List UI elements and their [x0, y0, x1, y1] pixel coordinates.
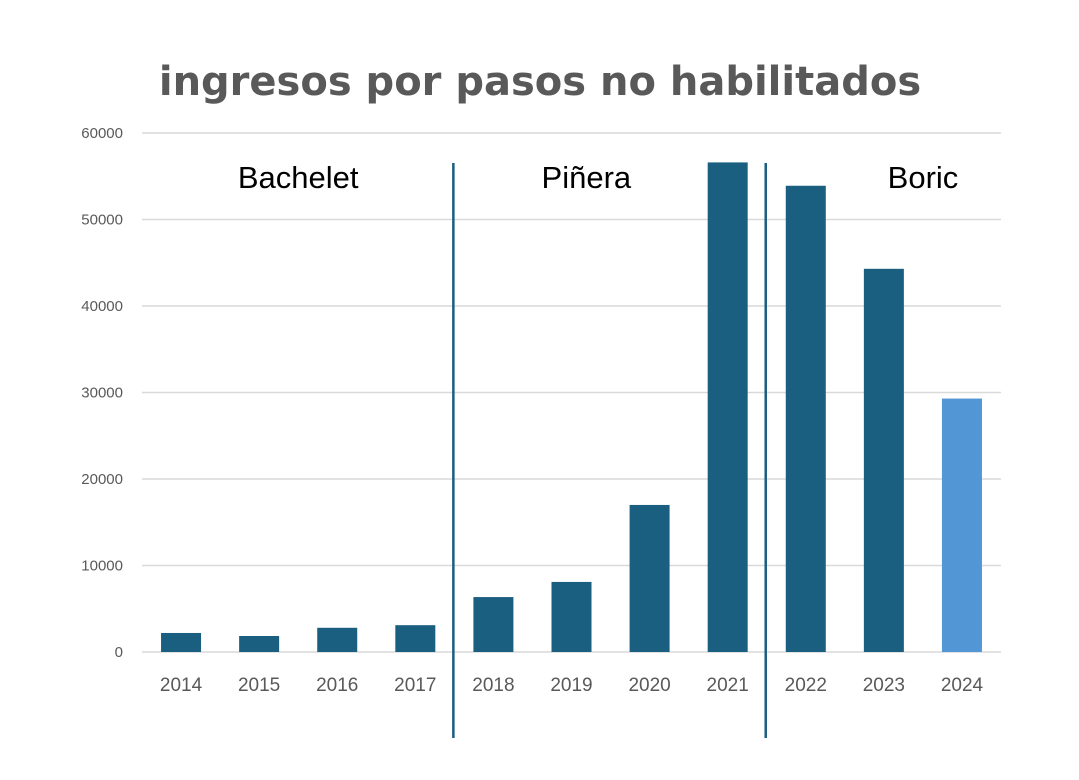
bar-2017	[395, 625, 436, 652]
y-tick-label: 30000	[81, 385, 123, 402]
bars	[161, 162, 982, 652]
bar-2016	[317, 627, 358, 652]
bar-2014	[161, 632, 202, 652]
x-tick-label: 2018	[472, 675, 514, 696]
bar-2019	[551, 581, 592, 652]
period-label: Boric	[888, 160, 959, 195]
x-tick-label: 2017	[394, 675, 436, 696]
x-tick-label: 2015	[238, 675, 280, 696]
bar-2015	[239, 635, 280, 652]
x-tick-label: 2020	[628, 675, 670, 696]
y-axis-ticks: 0 10000 20000 30000 40000 50000 60000	[81, 125, 123, 661]
bar-2022	[785, 185, 826, 652]
y-tick-label: 20000	[81, 471, 123, 488]
x-tick-label: 2014	[160, 675, 203, 696]
x-tick-label: 2019	[550, 675, 592, 696]
bar-2020	[629, 504, 670, 652]
bar-2021	[707, 162, 748, 652]
x-tick-label: 2024	[941, 675, 984, 696]
period-label: Bachelet	[238, 160, 359, 195]
y-tick-label: 40000	[81, 298, 123, 315]
x-axis-ticks: 2014 2015 2016 2017 2018 2019 2020 2021 2022 2023…	[160, 675, 984, 696]
gridlines	[142, 132, 1001, 653]
chart-title: ingresos por pasos no habilitados	[159, 59, 921, 105]
x-tick-label: 2021	[707, 675, 749, 696]
y-tick-label: 50000	[81, 212, 123, 229]
x-tick-label: 2022	[785, 675, 827, 696]
period-dividers	[452, 163, 767, 738]
x-tick-label: 2023	[863, 675, 905, 696]
bar-2018	[473, 597, 514, 652]
bar-2024	[941, 398, 982, 652]
period-labels: Bachelet Piñera Boric	[238, 160, 958, 195]
y-tick-label: 60000	[81, 125, 123, 142]
bar-2023	[863, 268, 904, 652]
x-tick-label: 2016	[316, 675, 358, 696]
y-tick-label: 0	[115, 644, 123, 661]
y-tick-label: 10000	[81, 558, 123, 575]
period-label: Piñera	[542, 160, 632, 195]
